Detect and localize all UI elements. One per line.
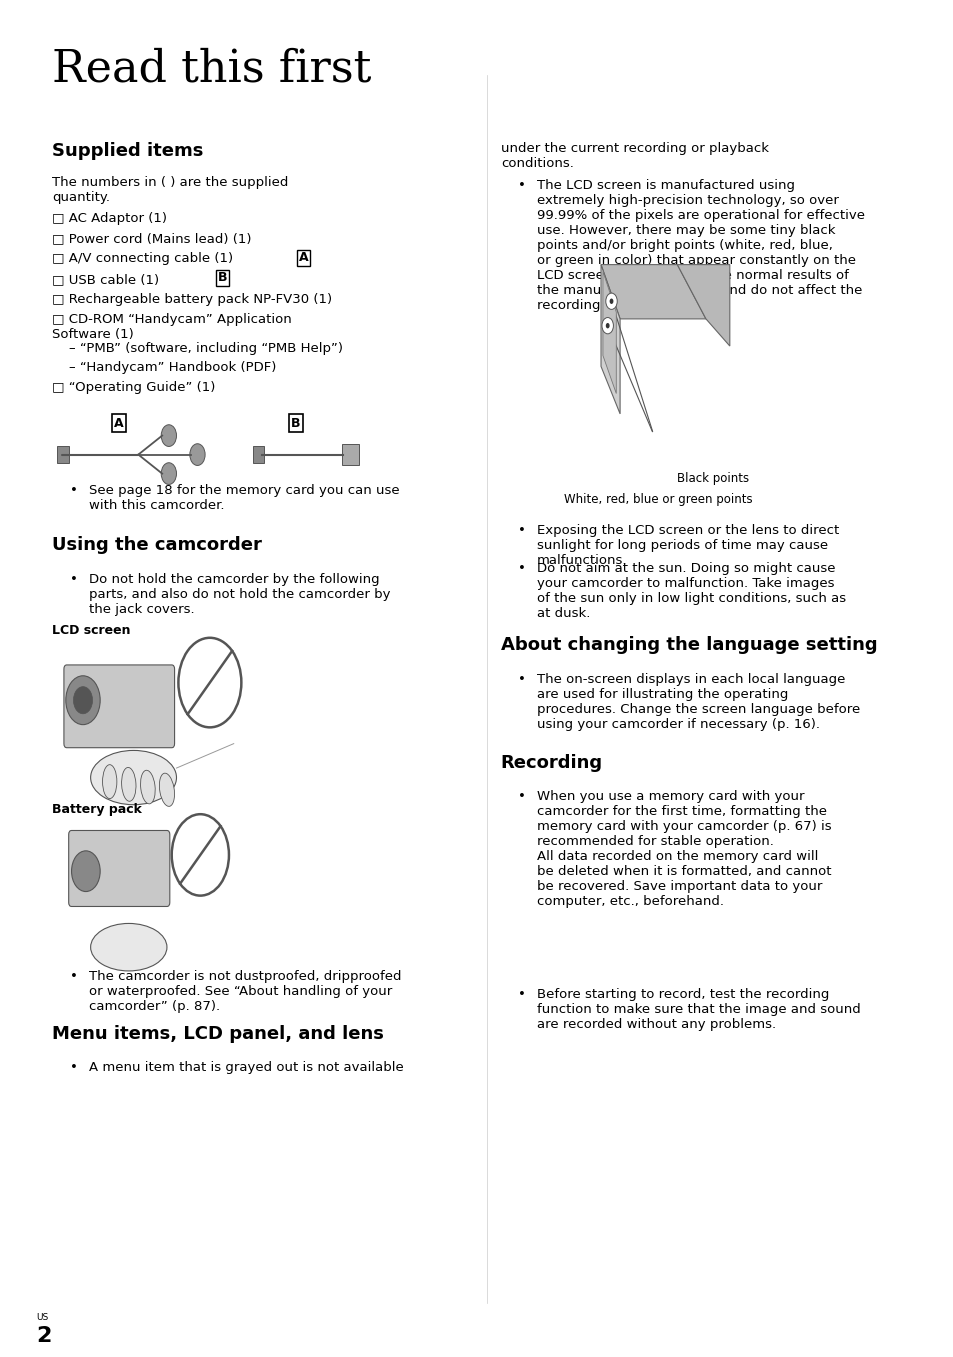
Text: □ A/V connecting cable (1): □ A/V connecting cable (1) [52, 252, 237, 266]
Ellipse shape [91, 750, 176, 805]
Text: About changing the language setting: About changing the language setting [500, 636, 877, 654]
Circle shape [190, 444, 205, 465]
Text: •: • [70, 573, 77, 586]
Text: The numbers in ( ) are the supplied
quantity.: The numbers in ( ) are the supplied quan… [52, 176, 289, 205]
Text: □ “Operating Guide” (1): □ “Operating Guide” (1) [52, 381, 215, 395]
Circle shape [601, 318, 613, 334]
Text: The on-screen displays in each local language
are used for illustrating the oper: The on-screen displays in each local lan… [537, 673, 860, 731]
Polygon shape [677, 265, 729, 346]
Text: – “Handycam” Handbook (PDF): – “Handycam” Handbook (PDF) [52, 361, 276, 375]
Text: White, red, blue or green points: White, red, blue or green points [563, 493, 752, 506]
Text: US: US [36, 1312, 49, 1322]
Text: •: • [70, 970, 77, 984]
Text: •: • [517, 673, 525, 687]
Text: 2: 2 [36, 1326, 51, 1346]
Text: under the current recording or playback
conditions.: under the current recording or playback … [500, 142, 768, 171]
Circle shape [73, 687, 92, 714]
Text: Exposing the LCD screen or the lens to direct
sunlight for long periods of time : Exposing the LCD screen or the lens to d… [537, 524, 839, 567]
Ellipse shape [91, 923, 167, 972]
Text: B: B [291, 417, 300, 430]
FancyBboxPatch shape [57, 446, 69, 463]
Polygon shape [600, 265, 705, 319]
Text: A: A [114, 417, 124, 430]
Text: □ Rechargeable battery pack NP-FV30 (1): □ Rechargeable battery pack NP-FV30 (1) [52, 293, 333, 307]
Text: •: • [517, 562, 525, 575]
Text: •: • [70, 1061, 77, 1075]
Text: □ USB cable (1): □ USB cable (1) [52, 273, 164, 286]
FancyBboxPatch shape [69, 830, 170, 906]
Circle shape [161, 425, 176, 446]
Circle shape [66, 676, 100, 725]
Text: Using the camcorder: Using the camcorder [52, 536, 262, 554]
Polygon shape [602, 271, 616, 394]
FancyBboxPatch shape [341, 444, 358, 465]
Text: □ AC Adaptor (1): □ AC Adaptor (1) [52, 212, 168, 225]
Text: Supplied items: Supplied items [52, 142, 204, 160]
Circle shape [605, 293, 617, 309]
Circle shape [161, 463, 176, 484]
Text: Read this first: Read this first [52, 47, 372, 91]
Text: Battery pack: Battery pack [52, 803, 142, 817]
Polygon shape [600, 265, 619, 414]
Text: □ Power cord (Mains lead) (1): □ Power cord (Mains lead) (1) [52, 232, 252, 246]
Text: Menu items, LCD panel, and lens: Menu items, LCD panel, and lens [52, 1025, 384, 1042]
Text: □ CD-ROM “Handycam” Application
Software (1): □ CD-ROM “Handycam” Application Software… [52, 313, 292, 342]
Text: •: • [517, 790, 525, 803]
Text: – “PMB” (software, including “PMB Help”): – “PMB” (software, including “PMB Help”) [52, 342, 343, 356]
Text: Do not aim at the sun. Doing so might cause
your camcorder to malfunction. Take : Do not aim at the sun. Doing so might ca… [537, 562, 845, 620]
Ellipse shape [102, 764, 116, 798]
Ellipse shape [121, 768, 136, 801]
Text: Before starting to record, test the recording
function to make sure that the ima: Before starting to record, test the reco… [537, 988, 860, 1031]
Text: Do not hold the camcorder by the following
parts, and also do not hold the camco: Do not hold the camcorder by the followi… [89, 573, 390, 616]
Text: See page 18 for the memory card you can use
with this camcorder.: See page 18 for the memory card you can … [89, 484, 399, 513]
Text: B: B [217, 271, 227, 285]
Text: Recording: Recording [500, 754, 602, 772]
Text: •: • [517, 179, 525, 193]
FancyBboxPatch shape [253, 446, 264, 463]
Circle shape [609, 299, 613, 304]
Circle shape [605, 323, 609, 328]
Text: When you use a memory card with your
camcorder for the first time, formatting th: When you use a memory card with your cam… [537, 790, 831, 908]
FancyBboxPatch shape [64, 665, 174, 748]
Text: •: • [517, 988, 525, 1001]
Text: A: A [298, 251, 308, 265]
Text: The camcorder is not dustproofed, dripproofed
or waterproofed. See “About handli: The camcorder is not dustproofed, drippr… [89, 970, 401, 1014]
Text: •: • [517, 524, 525, 537]
Text: LCD screen: LCD screen [52, 624, 131, 638]
Ellipse shape [159, 773, 174, 806]
Ellipse shape [140, 771, 155, 803]
Circle shape [71, 851, 100, 892]
Text: A menu item that is grayed out is not available: A menu item that is grayed out is not av… [89, 1061, 403, 1075]
Text: •: • [70, 484, 77, 498]
Text: The LCD screen is manufactured using
extremely high-precision technology, so ove: The LCD screen is manufactured using ext… [537, 179, 864, 312]
Text: Black points: Black points [677, 472, 749, 486]
